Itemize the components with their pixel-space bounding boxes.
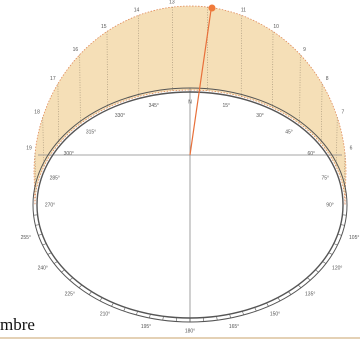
ring-tick	[322, 261, 327, 264]
labels: 19 18 17 16 15 14 13 11 10 9 8 7 6 270° 285° 300° 315° 33…	[21, 0, 360, 334]
ring-tick	[340, 224, 345, 226]
ring-tick	[123, 307, 126, 312]
ring-tick	[277, 297, 281, 302]
azimuth-label: 135°	[305, 291, 315, 297]
ring-tick	[88, 291, 92, 295]
azimuth-label: 60°	[307, 151, 315, 157]
azimuth-label: 75°	[321, 176, 329, 182]
hour-line	[272, 31, 274, 108]
azimuth-label: 285°	[50, 176, 60, 182]
azimuth-label: N	[188, 99, 192, 105]
ring-tick	[47, 252, 52, 255]
azimuth-label: 195°	[141, 324, 151, 330]
ring-tick	[149, 314, 151, 319]
ring-tick	[254, 307, 257, 312]
ring-tick	[111, 302, 114, 307]
ring-ticks	[33, 214, 347, 322]
azimuth-label: 300°	[64, 151, 74, 157]
ring-tick	[307, 277, 311, 281]
ring-tick	[337, 233, 342, 236]
ring-tick	[38, 233, 43, 236]
hour-label: 9	[303, 47, 306, 53]
azimuth-label: 90°	[326, 202, 334, 208]
hour-line	[57, 83, 60, 144]
ring-tick	[162, 316, 164, 321]
azimuth-label: 165°	[229, 324, 239, 330]
sun-ray	[189, 9, 212, 156]
hour-label: 7	[342, 110, 345, 116]
ring-tick	[69, 277, 73, 281]
hour-label: 14	[134, 8, 140, 14]
azimuth-label: 330°	[115, 113, 125, 119]
hour-label: 11	[241, 8, 246, 14]
ring-tick	[78, 284, 83, 288]
ring-tick	[35, 224, 40, 226]
hour-label: 8	[326, 76, 329, 82]
hour-label: 15	[101, 24, 107, 30]
hour-label: 10	[273, 24, 279, 30]
hour-line	[336, 117, 338, 168]
hour-line	[320, 83, 323, 144]
azimuth-label: 315°	[86, 129, 96, 135]
azimuth-label: 30°	[256, 113, 264, 119]
azimuth-label: 105°	[349, 235, 359, 241]
ring-tick	[288, 291, 292, 295]
azimuth-label: 15°	[222, 103, 230, 109]
hour-line	[106, 31, 108, 108]
hour-label: 13	[169, 0, 175, 5]
ring-tick	[42, 243, 47, 246]
hour-line	[42, 117, 44, 168]
azimuth-label: 225°	[65, 291, 75, 297]
ring-tick	[266, 302, 269, 307]
ring-tick	[242, 311, 244, 316]
azimuth-label: 240°	[38, 265, 48, 271]
hour-label: 16	[73, 47, 79, 53]
azimuth-label: 345°	[149, 103, 159, 109]
azimuth-label: 45°	[285, 129, 293, 135]
azimuth-label: 150°	[270, 311, 280, 317]
azimuth-label: 180°	[185, 328, 195, 334]
hour-line	[79, 54, 81, 124]
hour-lines	[34, 7, 346, 193]
ring-tick	[333, 243, 338, 246]
ring-tick	[216, 316, 218, 321]
ring-tick	[61, 269, 65, 273]
sun-band	[33, 5, 347, 206]
ring-tick	[328, 252, 333, 255]
ring-tick	[53, 261, 58, 264]
azimuth-label: 210°	[100, 311, 110, 317]
hour-line	[299, 54, 301, 124]
ring-tick	[99, 297, 103, 302]
hour-label: 18	[34, 110, 40, 116]
ring-tick	[136, 311, 138, 316]
hour-label: 6	[350, 146, 353, 152]
sun	[208, 4, 216, 12]
azimuth-label: 255°	[21, 235, 31, 241]
azimuth-label: 270°	[45, 202, 55, 208]
caption: mbre	[0, 315, 35, 334]
hour-label: 19	[26, 146, 32, 152]
ring-tick	[229, 314, 231, 319]
azimuth-label: 120°	[332, 265, 342, 271]
ring-tick	[315, 269, 319, 273]
hour-label: 17	[50, 76, 56, 82]
ring-tick	[297, 284, 302, 288]
